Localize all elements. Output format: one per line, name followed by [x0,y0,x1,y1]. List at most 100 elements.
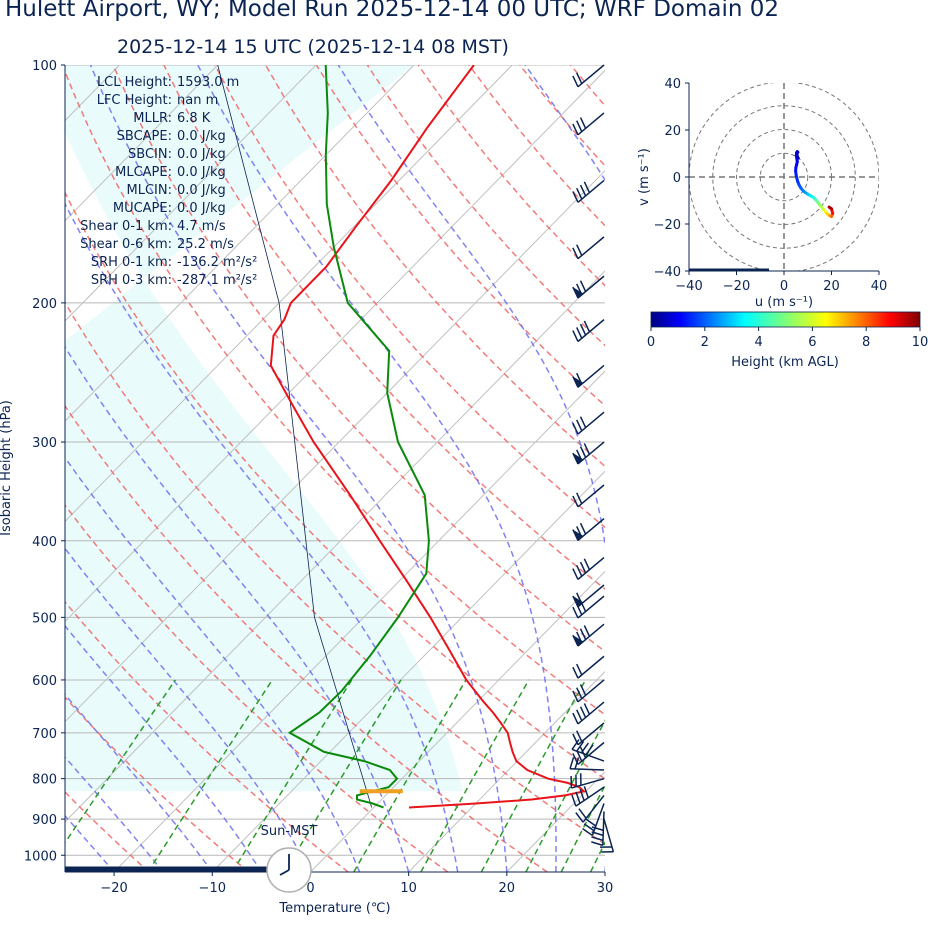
mixing-ratio-line [353,679,467,872]
dewpoint-profile [287,65,430,809]
colorbar-tick-label: 8 [862,335,870,350]
isotherm-line [310,570,605,872]
y-tick-label: 100 [32,59,57,74]
barb-feather [585,744,594,755]
barb-feather [583,703,591,715]
barb-feather [579,280,587,292]
barb-pennant [572,287,584,298]
x-tick-label: 30 [597,881,614,896]
colorbar-gradient [650,311,921,328]
index-value: 25.2 m/s [177,237,234,252]
moist-adiabat-line [89,65,508,872]
figure-subtitle: 2025-12-14 15 UTC (2025-12-14 08 MST) [117,36,509,58]
barb-feather [578,808,587,819]
hodograph-x-tick-label: −40 [675,279,702,294]
index-value: 4.7 m/s [177,219,226,234]
barb-feather [583,320,591,333]
figure-title: Hulett Airport, WY; Model Run 2025-12-14… [5,0,780,22]
height-colorbar: 0 2 4 6 8 10 Height (km AGL) [647,311,928,370]
wind-barb [572,319,605,343]
index-value: -287.1 m²/s² [177,273,257,288]
index-label: Shear 0-6 km: [80,237,172,252]
colorbar-label: Height (km AGL) [731,355,839,370]
wind-barb [572,701,605,725]
index-label: MLLR: [133,111,172,126]
hodograph-segment [827,205,833,211]
wind-barb [572,679,605,703]
y-tick-label: 1000 [24,849,57,864]
x-tick-label: 10 [400,881,417,896]
hodograph-y-tick-label: 20 [664,124,681,139]
barb-pennant [572,595,584,607]
barb-feather [576,740,585,752]
colorbar-tick-label: 2 [701,335,709,350]
index-label: MLCAPE: [115,165,172,180]
barb-feather [591,831,604,837]
index-label: SRH 0-1 km: [91,255,172,270]
dry-adiabat-line [264,65,605,468]
barb-feather [591,841,604,847]
wind-barbs [569,64,615,853]
wind-barb [571,739,605,762]
barb-feather [576,709,583,722]
barb-feather [572,247,579,260]
index-label: SBCIN: [128,147,172,162]
index-value: -136.2 m²/s² [177,255,257,270]
barb-feather [579,788,585,801]
x-axis-label: Temperature (℃) [278,901,390,916]
barb-feather [579,416,587,428]
barb-feather [572,606,579,619]
index-label: MUCAPE: [113,201,172,216]
barb-feather [572,712,579,725]
barb-feather [579,684,587,696]
barb-feather [572,75,579,88]
barb-feather [576,327,583,339]
wind-barb [572,623,605,647]
barb-feather [572,568,579,580]
wind-barb [572,112,605,136]
barb-feather [576,72,583,84]
hodograph-plot [689,83,879,271]
barb-feather [579,323,587,336]
barb-feather [572,690,579,703]
barb-feather [571,794,577,807]
hodograph-x-tick-label: 40 [871,279,888,294]
hodograph-ring [712,105,856,249]
isotherm-line [65,69,605,623]
wind-barb [571,786,605,807]
wind-barb [569,757,605,771]
mixing-ratio-line [560,783,605,872]
barb-feather [585,818,597,827]
barb-pennant [572,635,584,647]
index-value: 0.0 J/kg [177,201,226,216]
mixing-ratio-line [147,679,273,872]
x-tick-label: −10 [199,881,226,896]
wind-barb [570,773,605,789]
barb-feather [579,117,587,129]
x-tick-label: −20 [100,881,127,896]
wind-barb [572,595,605,619]
isotherm-line [113,370,605,872]
wind-barb [572,64,605,88]
barb-feather [583,786,589,799]
barb-feather [579,184,587,197]
y-tick-label: 200 [32,297,57,312]
moist-adiabat-line [65,693,213,872]
barb-feather [572,123,579,136]
wind-barb [591,811,605,847]
barb-pennant [572,453,584,464]
barb-feather [571,739,580,750]
barb-feather [576,187,583,200]
barb-feather [576,730,583,742]
moist-adiabat-line [65,345,410,872]
wind-barb [572,275,605,299]
moist-adiabat-line [65,756,164,872]
y-tick-label: 400 [32,535,57,550]
dry-adiabat-line [112,65,605,653]
hodograph-x-tick-label: 20 [823,279,840,294]
mixing-ratio-line [420,679,530,872]
wind-barb [572,179,605,203]
wind-barb [575,794,605,823]
x-tick-label: 20 [499,881,516,896]
barb-feather [579,522,587,535]
